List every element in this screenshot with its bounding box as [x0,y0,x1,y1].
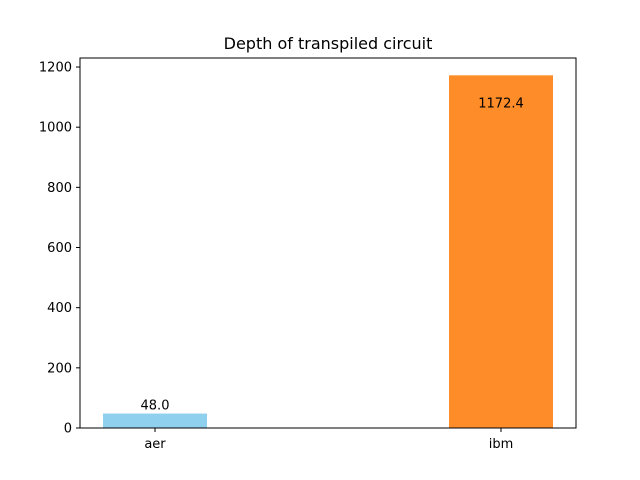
y-tick-label-800: 800 [47,181,72,196]
data-labels-layer: 48.0 1172.4 [141,96,524,413]
y-tick-label-200: 200 [47,361,72,376]
chart-title: Depth of transpiled circuit [224,34,433,53]
data-label-ibm: 1172.4 [478,96,524,111]
x-axis: aer ibm [144,428,513,452]
bar-ibm [449,75,553,428]
y-tick-label-1000: 1000 [39,121,72,136]
y-axis: 0 200 400 600 800 1000 1200 [39,61,80,437]
x-tick-label-ibm: ibm [489,437,514,452]
y-tick-label-1200: 1200 [39,61,72,76]
y-tick-label-400: 400 [47,301,72,316]
data-label-aer: 48.0 [141,399,170,414]
bars-layer [103,75,553,428]
y-tick-label-0: 0 [64,422,72,437]
bar-aer [103,413,207,428]
plot-frame [79,57,577,429]
y-tick-label-600: 600 [47,241,72,256]
x-tick-label-aer: aer [144,437,166,452]
